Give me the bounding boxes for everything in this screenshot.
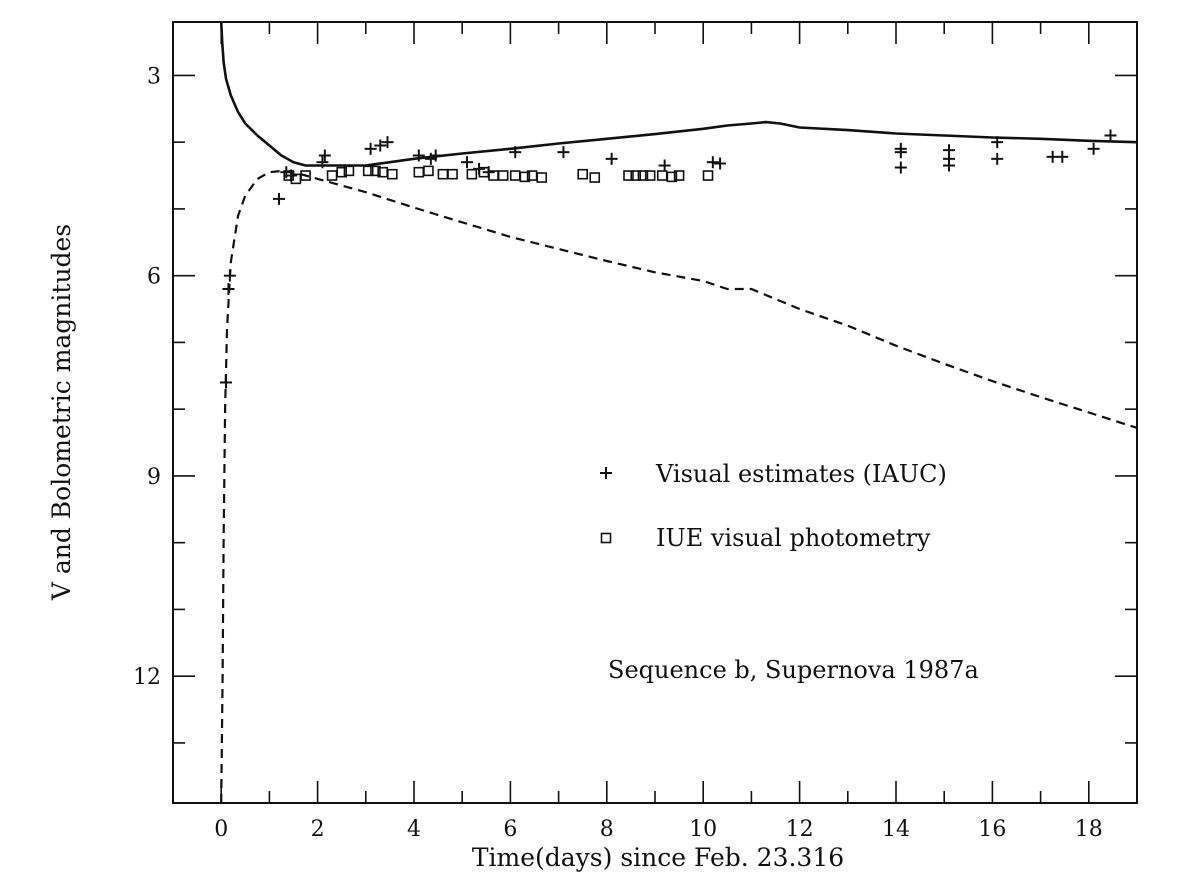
x-tick-label: 4: [407, 817, 421, 842]
iue-photometry-point: [630, 170, 642, 181]
iue-photometry-point: [673, 170, 685, 181]
plot-frame: [172, 21, 1138, 804]
visual-estimate-point: [894, 146, 907, 159]
x-tick-label: 12: [786, 817, 814, 842]
legend-plus-symbol: [600, 467, 612, 479]
iue-photometry-point: [283, 170, 294, 181]
iue-photometry-point: [509, 170, 521, 181]
visual-estimate-point: [1056, 150, 1069, 163]
iue-photometry-point: [656, 170, 668, 181]
axis-ticks: [172, 22, 1138, 803]
x-tick-label: 8: [600, 817, 614, 842]
data-markers: [220, 129, 1117, 389]
model-curves: [219, 21, 1138, 804]
visual-estimate-point: [429, 149, 442, 162]
iue-photometry-point: [637, 170, 649, 181]
visual-estimate-point: [374, 139, 387, 152]
iue-photometry-point: [536, 172, 548, 183]
iue-photometry-point: [362, 165, 374, 177]
bolometric-curve-solid: [219, 21, 1138, 167]
iue-photometry-point: [623, 170, 634, 181]
iue-photometry-point: [336, 166, 348, 178]
visual-estimate-point: [991, 152, 1004, 165]
v-curve-dashed: [220, 169, 1138, 804]
visual-estimate-point: [714, 157, 727, 170]
visual-estimate-point: [222, 283, 235, 296]
visual-estimate-point: [318, 149, 331, 162]
visual-estimate-point: [220, 376, 233, 389]
tick-labels: 0 2 4 6 8 10 12 14 16 18 3 6 9 12: [133, 64, 1103, 842]
iue-photometry-point: [300, 170, 311, 181]
x-tick-label: 10: [689, 817, 717, 842]
iue-photometry-point: [326, 170, 338, 181]
visual-estimate-point: [364, 142, 377, 155]
visual-estimate-point: [1087, 142, 1100, 155]
legend-label-visual-estimates: Visual estimates (IAUC): [655, 460, 947, 488]
legend-plus-marker: [600, 467, 612, 479]
iue-photometry-point: [370, 165, 381, 177]
iue-photometry-point: [466, 168, 478, 180]
iue-photometry-point: [644, 170, 656, 181]
y-tick-label: 3: [147, 64, 161, 89]
legend: Visual estimates (IAUC) IUE visual photo…: [600, 460, 947, 552]
iue-photometry-point: [519, 171, 531, 183]
visual-estimate-point: [658, 159, 671, 172]
iue-photometry-point: [343, 165, 355, 177]
x-tick-label: 18: [1075, 817, 1103, 842]
visual-estimate-point: [943, 159, 956, 172]
y-tick-label: 6: [147, 265, 161, 290]
legend-square-symbol: [600, 532, 612, 544]
chart-annotation: Sequence b, Supernova 1987a: [608, 656, 979, 684]
visual-estimate-point: [273, 192, 286, 205]
x-axis-title: Time(days) since Feb. 23.316: [472, 843, 844, 872]
visual-estimate-point: [509, 146, 522, 159]
iue-photometry-point: [666, 171, 678, 183]
visual-estimate-point: [557, 146, 570, 159]
iue-photometry-point: [702, 170, 714, 181]
iue-photometry-point: [413, 166, 425, 178]
iue-photometry-point: [387, 168, 398, 180]
iue-photometry-point: [423, 165, 434, 177]
x-tick-label: 2: [311, 817, 325, 842]
y-axis-title: V and Bolometric magnitudes: [47, 224, 76, 601]
iue-photometry-point: [577, 168, 589, 180]
visual-estimate-point: [706, 156, 719, 169]
visual-estimate-point: [991, 136, 1004, 149]
iue-photometry-point: [447, 168, 458, 180]
iue-photometry-point: [497, 170, 509, 181]
visual-estimate-point: [316, 156, 329, 169]
visual-estimate-point: [381, 136, 394, 149]
x-tick-label: 16: [978, 817, 1006, 842]
y-tick-label: 12: [133, 665, 161, 690]
x-tick-label: 6: [503, 817, 517, 842]
iue-photometry-point: [437, 168, 449, 180]
y-tick-label: 9: [147, 465, 161, 490]
visual-estimate-point: [412, 149, 425, 162]
visual-estimate-point: [894, 161, 907, 174]
visual-estimate-point: [223, 269, 236, 282]
x-tick-label: 14: [882, 817, 910, 842]
visual-estimate-point: [461, 156, 474, 169]
visual-estimate-point: [605, 152, 618, 165]
legend-label-iue-photometry: IUE visual photometry: [656, 524, 931, 552]
iue-photometry-point: [589, 172, 601, 183]
legend-square-marker: [600, 532, 612, 544]
x-tick-label: 0: [214, 817, 228, 842]
visual-estimate-point: [1104, 129, 1117, 142]
